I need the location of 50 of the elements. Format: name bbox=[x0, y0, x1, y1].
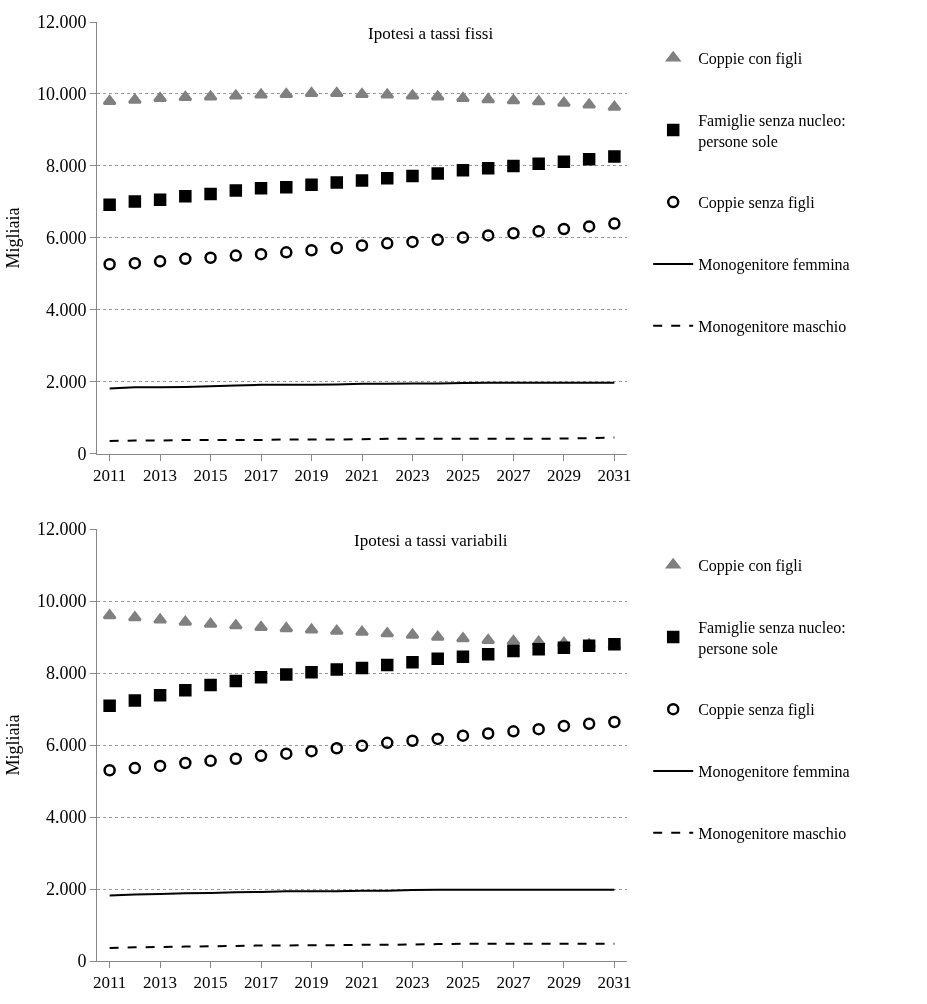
legend-label: Monogenitore femmina bbox=[698, 763, 850, 782]
y-tick-label: 8.000 bbox=[45, 156, 87, 177]
x-tick-label: 2025 bbox=[445, 466, 480, 486]
legend-label: Coppie senza figli bbox=[698, 701, 816, 720]
legend-label: Famiglie senza nucleo: persone sole bbox=[698, 111, 846, 151]
x-tick-label: 2011 bbox=[92, 973, 127, 993]
legend-label: Coppie con figli bbox=[698, 49, 803, 68]
y-tick-label: 4.000 bbox=[45, 807, 87, 828]
x-tick-label: 2017 bbox=[244, 466, 279, 486]
y-tick-label: 10.000 bbox=[36, 84, 87, 105]
y-tick-label: 6.000 bbox=[45, 735, 87, 756]
x-tick-label: 2025 bbox=[445, 973, 480, 993]
x-tick-label: 2027 bbox=[496, 973, 531, 993]
x-tick-label: 2023 bbox=[395, 466, 430, 486]
chart-title: Ipotesi a tassi variabili bbox=[354, 531, 508, 550]
legend-label: Famiglie senza nucleo: persone sole bbox=[698, 618, 846, 658]
y-tick-label: 12.000 bbox=[36, 12, 87, 33]
x-tick-label: 2023 bbox=[395, 973, 430, 993]
y-tick-label: 6.000 bbox=[45, 228, 87, 249]
y-tick-label: 10.000 bbox=[36, 591, 87, 612]
x-tick-label: 2015 bbox=[193, 466, 228, 486]
x-tick-label: 2013 bbox=[143, 973, 178, 993]
y-tick-label: 4.000 bbox=[45, 300, 87, 321]
legend-label: Coppie senza figli bbox=[698, 194, 816, 213]
y-tick-label: 0 bbox=[77, 951, 87, 972]
y-tick-label: 0 bbox=[77, 444, 87, 465]
y-tick-label: 2.000 bbox=[45, 879, 87, 900]
x-tick-label: 2027 bbox=[496, 466, 531, 486]
x-tick-label: 2031 bbox=[597, 466, 632, 486]
x-tick-label: 2011 bbox=[92, 466, 127, 486]
legend-label: Monogenitore femmina bbox=[698, 256, 850, 275]
chart-title: Ipotesi a tassi fissi bbox=[368, 24, 494, 43]
x-tick-label: 2029 bbox=[546, 973, 581, 993]
y-axis-title: Migliaia bbox=[3, 714, 24, 776]
y-tick-label: 2.000 bbox=[45, 372, 87, 393]
y-tick-label: 8.000 bbox=[45, 663, 87, 684]
x-tick-label: 2029 bbox=[546, 466, 581, 486]
x-tick-label: 2017 bbox=[244, 973, 279, 993]
x-tick-label: 2019 bbox=[294, 973, 329, 993]
y-axis-title: Migliaia bbox=[3, 207, 24, 269]
x-tick-label: 2015 bbox=[193, 973, 228, 993]
y-tick-label: 12.000 bbox=[36, 519, 87, 540]
legend-label: Monogenitore maschio bbox=[698, 317, 847, 336]
x-tick-label: 2031 bbox=[597, 973, 632, 993]
x-tick-label: 2013 bbox=[143, 466, 178, 486]
x-tick-label: 2021 bbox=[345, 466, 379, 486]
x-tick-label: 2021 bbox=[345, 973, 379, 993]
legend-label: Monogenitore maschio bbox=[698, 824, 847, 843]
legend-label: Coppie con figli bbox=[698, 556, 803, 575]
x-tick-label: 2019 bbox=[294, 466, 329, 486]
